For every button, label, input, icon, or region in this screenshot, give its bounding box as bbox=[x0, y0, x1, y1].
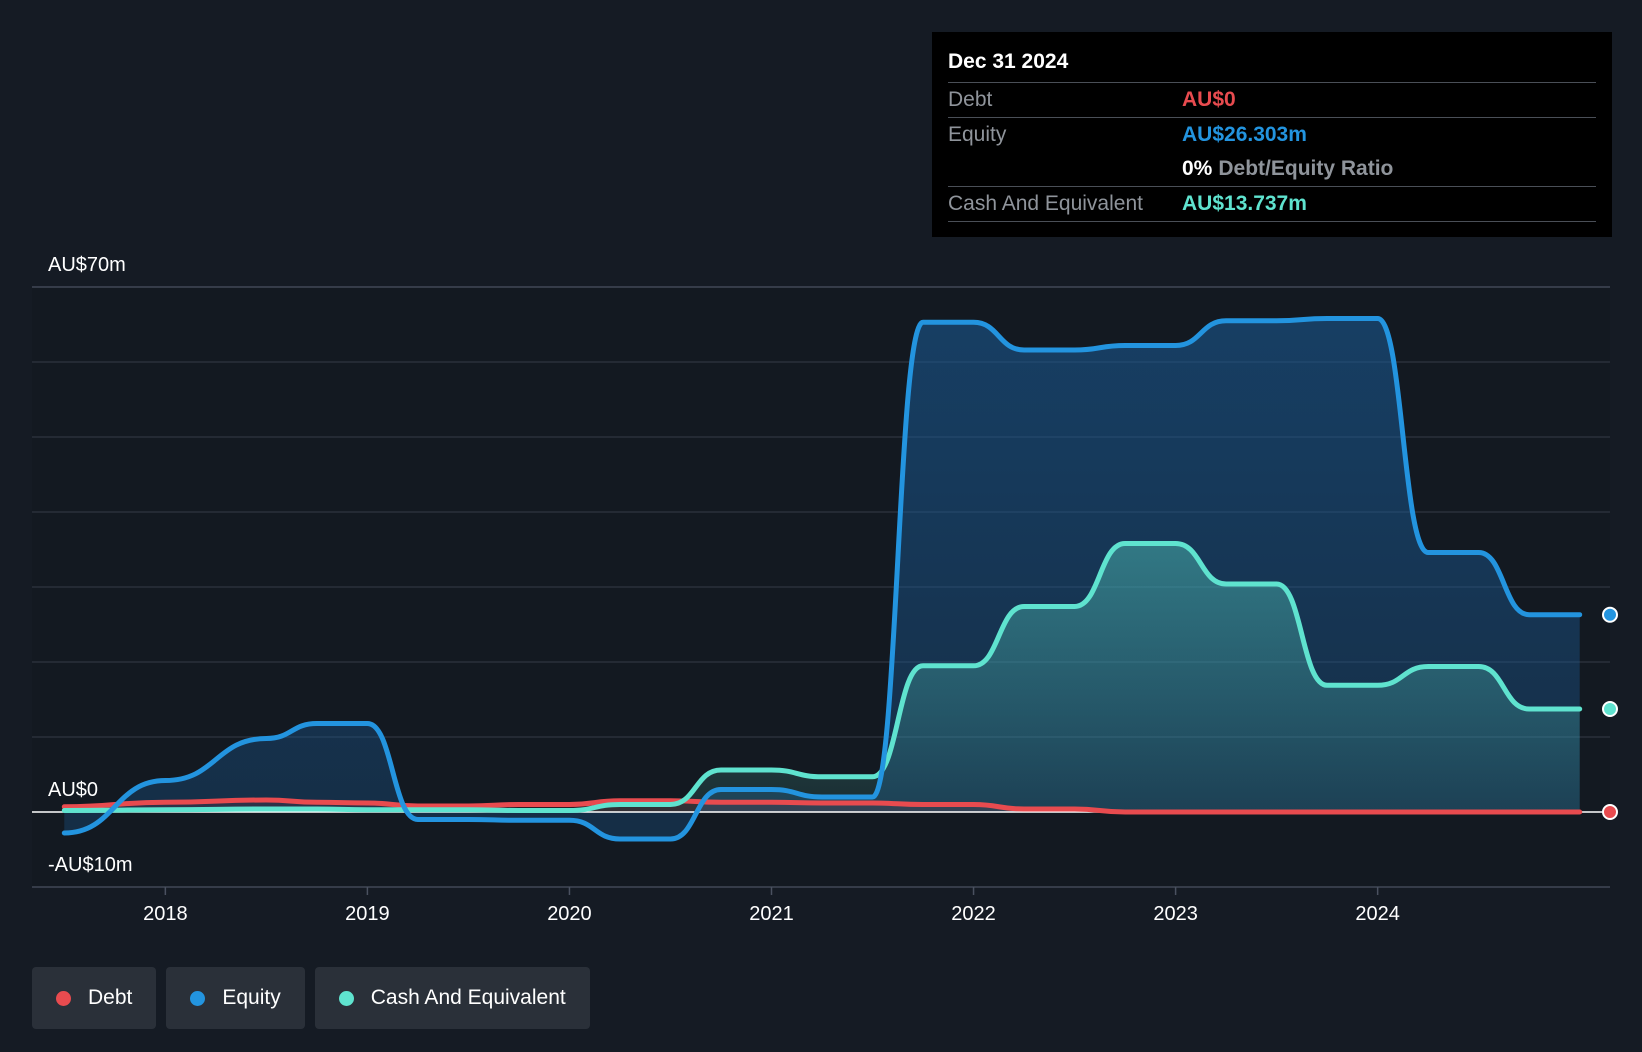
tooltip-ratio-label: Debt/Equity Ratio bbox=[1218, 157, 1394, 180]
data-tooltip: Dec 31 2024 Debt AU$0 Equity AU$26.303m … bbox=[932, 32, 1612, 237]
x-tick-label: 2019 bbox=[345, 903, 390, 925]
x-tick-label: 2022 bbox=[951, 903, 996, 925]
tooltip-row-equity: Equity AU$26.303m bbox=[948, 117, 1596, 152]
tooltip-equity-label: Equity bbox=[948, 123, 1007, 146]
y-tick-label-zero: AU$0 bbox=[48, 779, 98, 801]
legend-label-equity: Equity bbox=[222, 986, 281, 1009]
x-tick-label: 2018 bbox=[143, 903, 188, 925]
tooltip-debt-value: AU$0 bbox=[1182, 88, 1236, 111]
legend-dot-cash bbox=[338, 990, 354, 1006]
debt-end-marker bbox=[1602, 804, 1618, 820]
tooltip-equity-value: AU$26.303m bbox=[1182, 123, 1307, 146]
x-tick-label: 2021 bbox=[749, 903, 794, 925]
end-markers bbox=[1602, 606, 1618, 820]
tooltip-date: Dec 31 2024 bbox=[948, 50, 1069, 73]
x-tick-label: 2024 bbox=[1355, 903, 1400, 925]
legend-label-debt: Debt bbox=[88, 986, 133, 1009]
tooltip-debt-label: Debt bbox=[948, 88, 993, 111]
legend-dot-equity bbox=[190, 990, 206, 1006]
legend-dot-debt bbox=[56, 990, 71, 1006]
tooltip-cash-label: Cash And Equivalent bbox=[948, 192, 1143, 215]
legend-label-cash: Cash And Equivalent bbox=[370, 986, 566, 1009]
chart-legend: Debt Equity Cash And Equivalent bbox=[32, 967, 590, 1029]
equity-end-marker bbox=[1602, 606, 1618, 623]
y-tick-label-top: AU$70m bbox=[48, 254, 126, 276]
tooltip-ratio-value: 0% bbox=[1182, 157, 1213, 180]
x-tick-label: 2023 bbox=[1153, 903, 1198, 925]
cash-area bbox=[64, 543, 1580, 812]
tooltip-row-cash: Cash And Equivalent AU$13.737m bbox=[948, 186, 1596, 222]
cash-end-marker bbox=[1602, 700, 1618, 717]
equity-line bbox=[61, 316, 1583, 842]
legend-item-debt[interactable]: Debt bbox=[32, 967, 157, 1029]
debt-line bbox=[61, 797, 1583, 815]
x-tick-label: 2020 bbox=[547, 903, 592, 925]
y-tick-label-bottom: -AU$10m bbox=[48, 854, 132, 876]
tooltip-row-ratio: 0% Debt/Equity Ratio bbox=[948, 152, 1596, 186]
tooltip-row-debt: Debt AU$0 bbox=[948, 82, 1596, 117]
x-axis: 2018 2019 2020 2021 2022 2023 2024 bbox=[143, 887, 1400, 925]
legend-item-equity[interactable]: Equity bbox=[166, 967, 305, 1029]
cash-line bbox=[61, 541, 1583, 813]
legend-item-cash[interactable]: Cash And Equivalent bbox=[314, 967, 590, 1029]
tooltip-cash-value: AU$13.737m bbox=[1182, 192, 1307, 215]
series-lines bbox=[61, 316, 1583, 842]
